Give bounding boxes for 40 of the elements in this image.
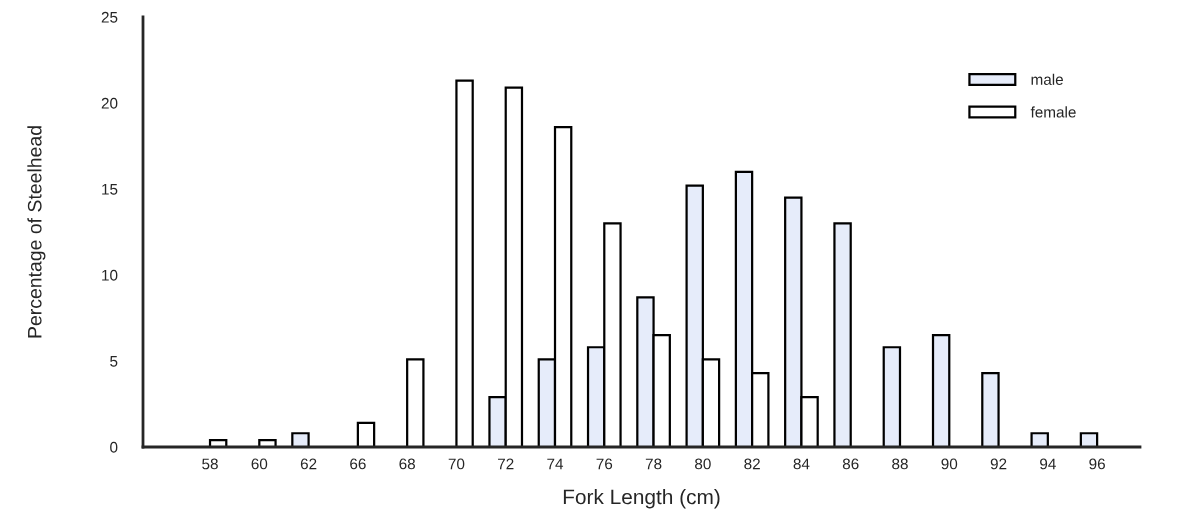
y-tick-label: 10 — [102, 269, 118, 281]
bar — [882, 346, 902, 447]
x-tick-label: 94 — [1040, 458, 1056, 470]
y-tick-label: 15 — [102, 184, 118, 195]
x-tick-label: 72 — [498, 458, 514, 470]
bar — [833, 222, 852, 447]
x-tick-label: 86 — [842, 458, 859, 470]
x-tick-label: 80 — [695, 458, 711, 470]
x-tick-label: 84 — [793, 458, 810, 470]
bar — [1030, 432, 1049, 447]
y-axis-title: Percentage of Steelhead — [27, 126, 46, 338]
bar — [981, 371, 1000, 447]
x-axis-title: Fork Length (cm) — [563, 489, 720, 509]
x-tick-label: 62 — [300, 458, 317, 470]
x-tick-label: 92 — [990, 458, 1007, 470]
x-tick-label: 60 — [251, 458, 268, 470]
x-tick-label: 96 — [1089, 458, 1105, 470]
x-tick-label: 70 — [448, 458, 465, 470]
y-tick-label: 20 — [101, 97, 118, 109]
y-tick-label: 0 — [110, 441, 118, 453]
x-tick-label: 90 — [941, 458, 958, 470]
bar — [406, 358, 425, 447]
legend-label: female — [1030, 106, 1076, 118]
x-tick-label: 68 — [399, 458, 415, 470]
bar — [258, 439, 277, 447]
bar — [356, 421, 376, 447]
x-tick-label: 76 — [596, 458, 613, 470]
x-tick-label: 78 — [645, 458, 662, 470]
bar — [291, 432, 310, 447]
y-tick-label: 5 — [110, 356, 118, 367]
x-tick-label: 66 — [350, 458, 366, 470]
bar — [931, 334, 951, 447]
x-tick-label: 58 — [202, 458, 218, 470]
x-tick-label: 82 — [744, 458, 760, 470]
x-tick-label: 74 — [547, 458, 564, 470]
bar — [455, 79, 474, 447]
x-tick-label: 88 — [892, 458, 908, 470]
y-tick-label: 25 — [101, 11, 118, 23]
bar — [1079, 432, 1099, 447]
legend-label: male — [1031, 73, 1063, 85]
